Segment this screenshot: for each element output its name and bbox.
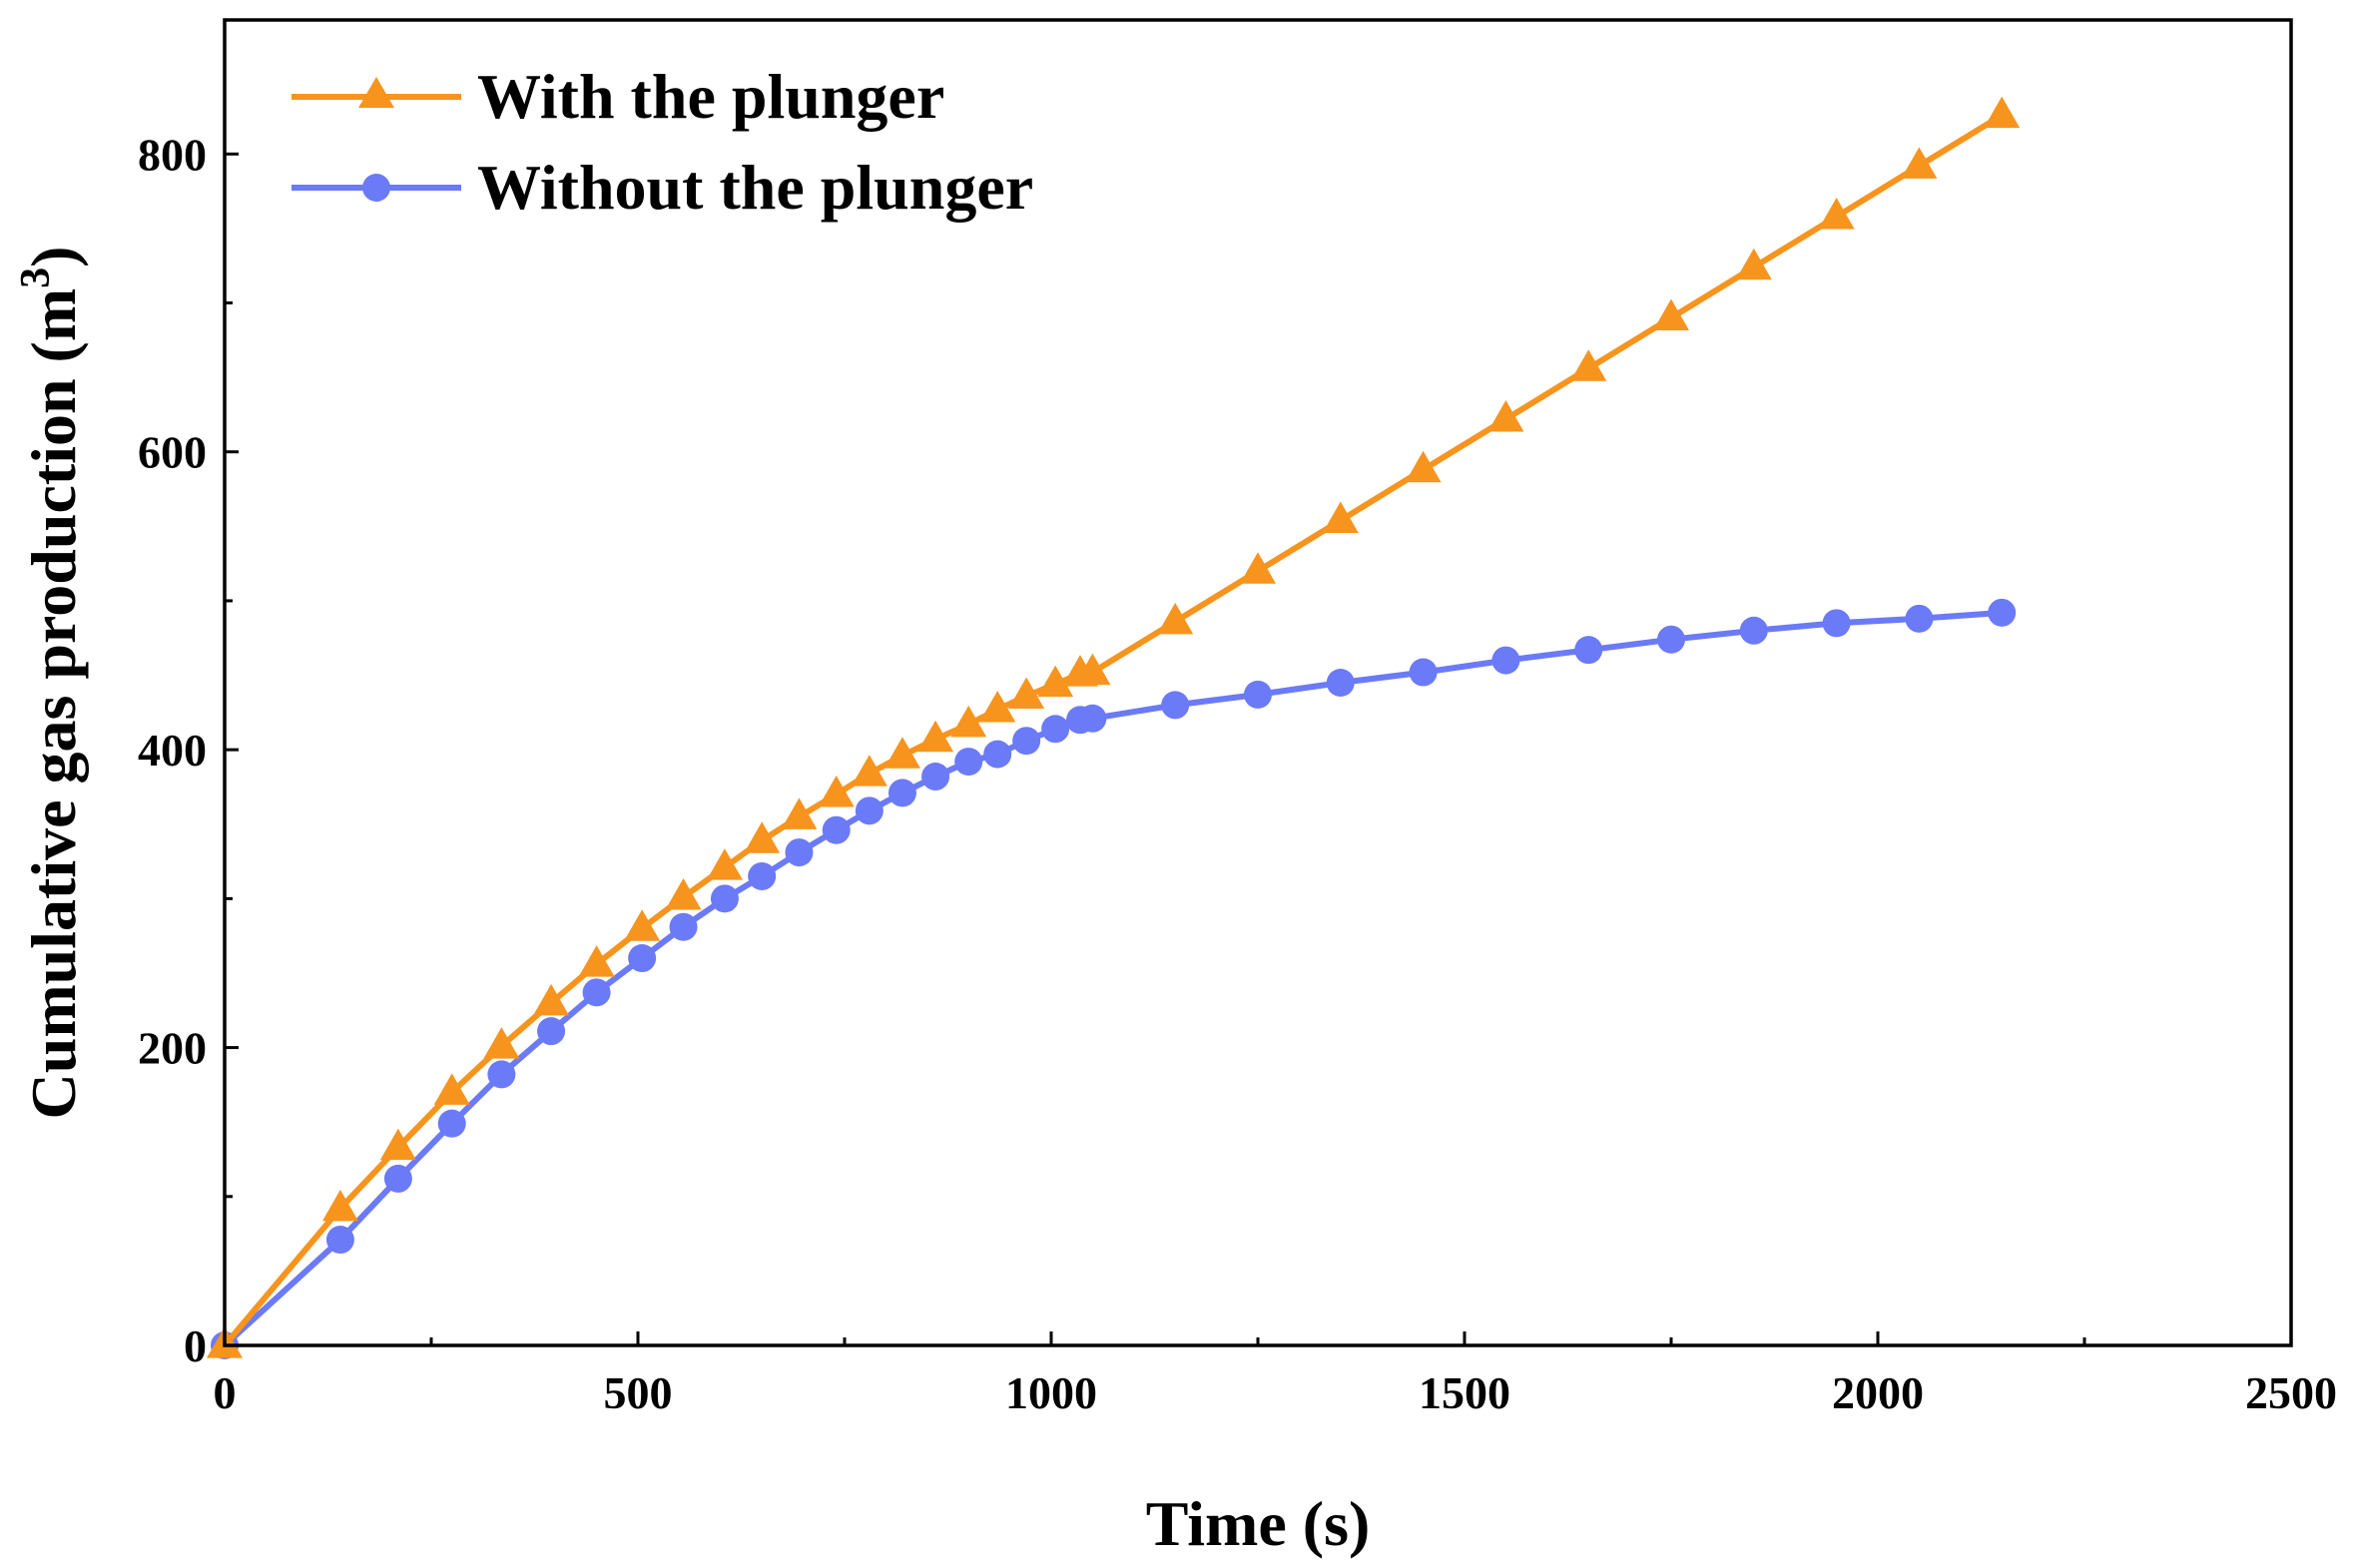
y-axis-title-superscript: 3 <box>13 267 59 288</box>
y-tick-label: 400 <box>138 725 207 776</box>
data-point-with-plunger <box>1074 653 1111 686</box>
data-point-without-plunger <box>1244 680 1272 709</box>
x-tick-label: 0 <box>214 1367 237 1418</box>
data-point-without-plunger <box>1657 625 1685 654</box>
data-point-without-plunger <box>628 944 657 973</box>
data-point-with-plunger <box>665 877 702 910</box>
data-point-without-plunger <box>1905 604 1934 633</box>
data-point-with-plunger <box>1322 501 1359 533</box>
legend-label-with-plunger: With the plunger <box>477 61 944 132</box>
data-point-without-plunger <box>1409 658 1438 687</box>
x-tick-label: 2500 <box>2245 1367 2337 1418</box>
x-tick-label: 1500 <box>1419 1367 1510 1418</box>
y-axis-title: Cumulative gas production (m3) <box>13 247 89 1120</box>
y-tick-label: 600 <box>138 427 207 478</box>
data-point-without-plunger <box>1822 609 1851 638</box>
y-tick-label: 200 <box>138 1023 207 1074</box>
data-point-with-plunger <box>533 983 570 1016</box>
data-point-with-plunger <box>1984 96 2021 129</box>
data-point-without-plunger <box>487 1060 516 1089</box>
x-axis-title: Time (s) <box>1146 1488 1371 1559</box>
data-point-with-plunger <box>1487 399 1524 432</box>
data-point-without-plunger <box>785 838 814 867</box>
data-point-with-plunger <box>1405 450 1442 483</box>
data-point-with-plunger <box>483 1027 520 1059</box>
data-point-without-plunger <box>921 763 950 791</box>
data-point-with-plunger <box>781 797 818 829</box>
data-point-without-plunger <box>710 884 739 913</box>
data-point-with-plunger <box>1901 147 1938 179</box>
data-point-with-plunger <box>379 1128 416 1161</box>
data-point-with-plunger <box>950 705 987 738</box>
y-axis-title-close: ) <box>18 247 89 267</box>
data-point-without-plunger <box>1078 704 1107 733</box>
data-point-without-plunger <box>437 1109 466 1138</box>
data-point-without-plunger <box>748 861 777 890</box>
data-point-with-plunger <box>433 1073 470 1105</box>
series-without-plunger <box>211 598 2017 1359</box>
legend-item-without-plunger: Without the plunger <box>292 152 1033 223</box>
data-point-without-plunger <box>1491 646 1520 675</box>
data-point-without-plunger <box>383 1164 412 1193</box>
data-point-without-plunger <box>1012 727 1041 756</box>
legend-label-without-plunger: Without the plunger <box>477 152 1033 223</box>
data-point-with-plunger <box>818 776 855 807</box>
data-point-without-plunger <box>1988 598 2017 627</box>
data-point-without-plunger <box>1326 669 1355 697</box>
series-with-plunger <box>207 96 2021 1358</box>
data-point-without-plunger <box>582 978 611 1007</box>
legend-circle-marker <box>362 174 390 202</box>
data-point-with-plunger <box>706 848 743 880</box>
data-point-with-plunger <box>1570 349 1607 381</box>
data-point-without-plunger <box>1739 616 1768 645</box>
legend-item-with-plunger: With the plunger <box>292 61 944 132</box>
data-point-with-plunger <box>321 1189 358 1222</box>
data-point-with-plunger <box>884 737 920 769</box>
tick-labels: 0 500 1000 1500 2000 2500 0 200 400 600 800 <box>138 129 2337 1418</box>
data-point-with-plunger <box>1818 198 1855 230</box>
legend: With the plunger Without the plunger <box>292 61 1033 223</box>
data-point-with-plunger <box>1037 665 1074 698</box>
y-axis-title-main: Cumulative gas production (m <box>18 288 89 1120</box>
data-point-without-plunger <box>325 1226 354 1255</box>
data-point-without-plunger <box>855 796 884 825</box>
x-tick-label: 500 <box>604 1367 673 1418</box>
data-point-with-plunger <box>1653 298 1689 331</box>
legend-triangle-marker <box>358 77 394 108</box>
data-point-without-plunger <box>887 779 916 807</box>
data-point-with-plunger <box>917 720 954 753</box>
data-point-with-plunger <box>578 945 615 977</box>
series-layer <box>207 96 2021 1359</box>
data-point-without-plunger <box>822 815 851 844</box>
data-point-without-plunger <box>537 1017 566 1046</box>
data-point-with-plunger <box>1735 248 1772 280</box>
data-point-with-plunger <box>1008 677 1045 710</box>
y-tick-label: 800 <box>138 129 207 180</box>
data-point-with-plunger <box>1157 602 1194 635</box>
axis-ticks <box>223 152 2293 1347</box>
data-point-without-plunger <box>1041 715 1070 744</box>
data-point-with-plunger <box>979 690 1016 723</box>
y-tick-label: 0 <box>184 1320 207 1371</box>
data-point-with-plunger <box>624 909 661 941</box>
data-point-with-plunger <box>1240 552 1276 584</box>
data-point-with-plunger <box>851 755 887 786</box>
data-point-without-plunger <box>1161 691 1190 720</box>
data-point-without-plunger <box>669 912 698 941</box>
x-tick-label: 1000 <box>1005 1367 1097 1418</box>
data-point-without-plunger <box>983 740 1012 769</box>
data-point-without-plunger <box>954 748 983 777</box>
data-point-without-plunger <box>1574 636 1603 665</box>
x-tick-label: 2000 <box>1832 1367 1924 1418</box>
data-point-with-plunger <box>744 821 781 853</box>
